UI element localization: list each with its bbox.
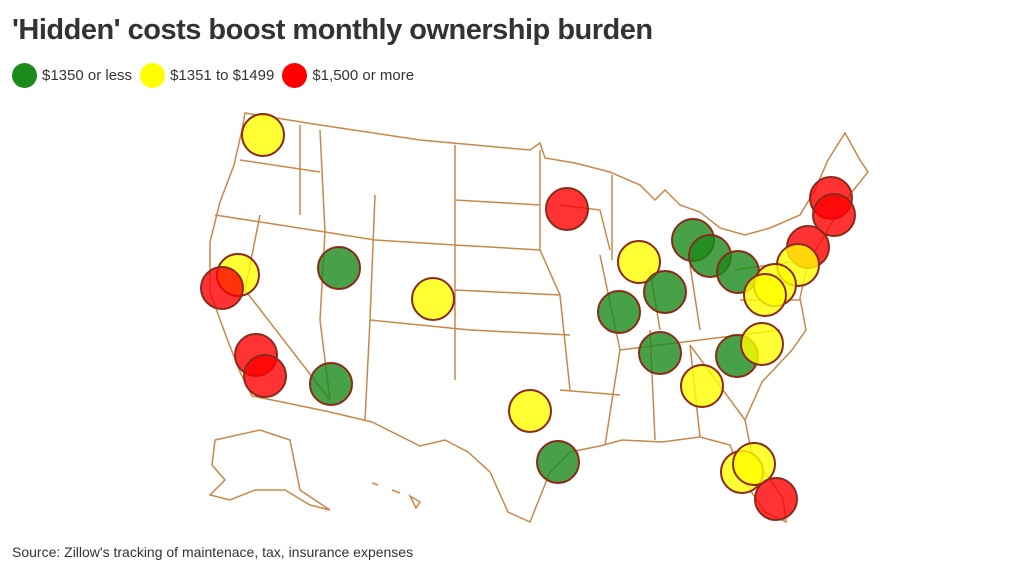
legend-label-mid: $1351 to $1499 (170, 67, 275, 84)
legend-swatch-mid (140, 63, 166, 88)
legend-item-low: $1350 or less (12, 63, 132, 88)
city-marker-low (317, 246, 361, 290)
alaska-outline (208, 429, 331, 511)
city-marker-mid (743, 273, 787, 317)
city-marker-mid (680, 364, 724, 408)
legend-swatch-high (282, 63, 308, 88)
city-marker-low (597, 290, 641, 334)
legend-item-mid: $1351 to $1499 (140, 63, 274, 88)
city-marker-low (536, 440, 580, 484)
legend-label-high: $1,500 or more (312, 67, 415, 84)
city-marker-mid (508, 389, 552, 433)
source-note: Source: Zillow's tracking of maintenace,… (12, 544, 414, 560)
city-marker-mid (411, 277, 455, 321)
city-marker-high (243, 354, 287, 398)
city-marker-high (200, 266, 244, 310)
legend-item-high: $1,500 or more (282, 63, 414, 88)
city-marker-high (545, 187, 589, 231)
city-marker-high (812, 193, 856, 237)
city-marker-mid (740, 322, 784, 366)
city-marker-mid (732, 442, 776, 486)
city-marker-mid (241, 113, 285, 157)
city-marker-high (754, 477, 798, 521)
city-marker-low (309, 362, 353, 406)
legend-swatch-low (12, 63, 37, 88)
state-borders (208, 112, 869, 524)
city-marker-mid (617, 240, 661, 284)
legend: $1350 or less $1351 to $1499 $1,500 or m… (12, 63, 422, 88)
city-markers (200, 113, 856, 521)
hawaii-outline (371, 482, 422, 510)
legend-label-low: $1350 or less (42, 67, 133, 84)
chart-title: 'Hidden' costs boost monthly ownership b… (12, 14, 653, 46)
city-marker-low (638, 331, 682, 375)
city-marker-low (643, 270, 687, 314)
